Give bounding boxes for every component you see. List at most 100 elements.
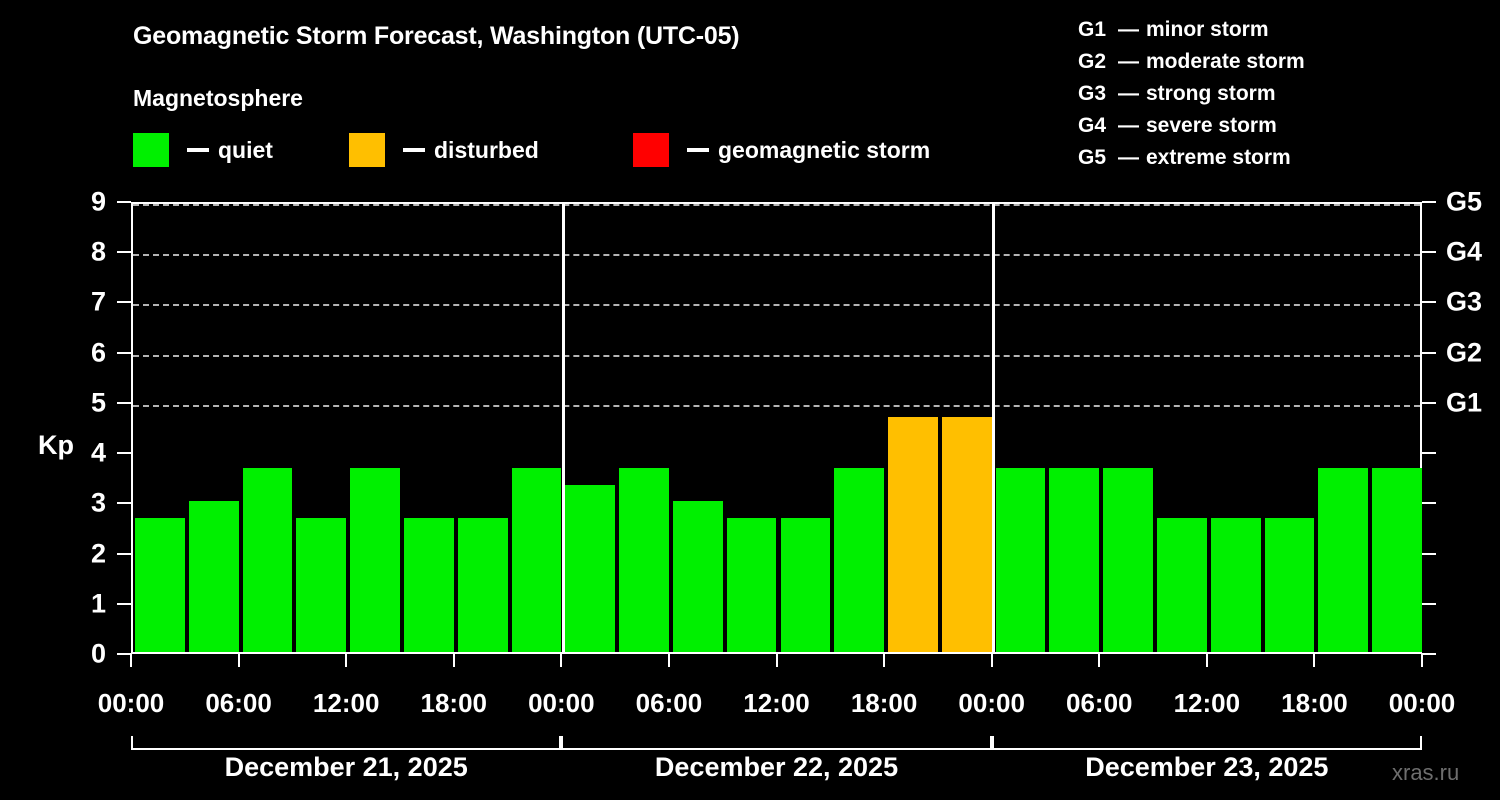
legend-label: disturbed [434, 136, 539, 163]
gridline-kp-7 [133, 304, 1420, 307]
g-scale-code: G1 [1078, 18, 1107, 41]
g-scale-separator: — [1118, 114, 1139, 137]
chart-subtitle: Magnetosphere [133, 85, 303, 111]
bar [565, 484, 616, 652]
x-tick-label: 06:00 [1066, 688, 1133, 718]
g-tick-label: G4 [1446, 236, 1483, 267]
y-tick-label: 6 [90, 337, 106, 368]
x-tick-label: 12:00 [1173, 688, 1241, 718]
g-minor-tick-mark [1422, 653, 1436, 655]
bar [672, 501, 723, 652]
plot-area [131, 202, 1422, 654]
bar [619, 467, 669, 652]
y-tick-mark [117, 251, 131, 254]
y-tick-mark [117, 552, 131, 555]
gridline-kp-8 [133, 254, 1420, 257]
x-tick-mark [1205, 654, 1208, 667]
bar [403, 517, 454, 652]
g-tick-label: G5 [1446, 186, 1483, 217]
x-tick-label: 00:00 [958, 688, 1025, 718]
y-tick-mark [117, 452, 131, 455]
g-scale-code: G2 [1078, 50, 1107, 73]
bar [1210, 517, 1261, 652]
bar [242, 467, 293, 652]
bar [457, 517, 508, 652]
legend-label: quiet [218, 136, 273, 163]
bar [1372, 467, 1422, 652]
gridline-kp-9 [133, 204, 1420, 206]
bar [1103, 467, 1154, 652]
gridline-kp-6 [133, 354, 1420, 357]
g-tick-label: G3 [1446, 286, 1483, 317]
y-tick-mark [117, 201, 131, 203]
y-tick-label: 9 [90, 186, 106, 217]
g-scale-row-g5: G5 — extreme storm [1078, 142, 1305, 174]
y-tick-label: 5 [90, 387, 106, 418]
g-minor-tick-mark [1422, 452, 1436, 455]
x-tick-label: 12:00 [312, 688, 380, 718]
g-scale-description: strong storm [1146, 82, 1276, 105]
legend-item-2: geomagnetic storm [633, 133, 930, 167]
green-swatch [133, 133, 169, 167]
x-tick-label: 06:00 [635, 688, 703, 718]
bar-series [133, 204, 1422, 652]
g-scale-description: extreme storm [1146, 146, 1291, 169]
watermark: xras.ru [1392, 760, 1460, 785]
y-tick-mark [117, 602, 131, 605]
date-label: December 22, 2025 [654, 752, 899, 782]
legend-item-0: quiet [133, 133, 273, 167]
g-tick-mark [1422, 251, 1436, 254]
x-tick-mark [452, 654, 455, 667]
g-minor-tick-mark [1422, 502, 1436, 505]
g-tick-label: G2 [1446, 337, 1483, 368]
bar [941, 417, 992, 652]
g-scale-code: G3 [1078, 82, 1107, 105]
bar [780, 517, 831, 652]
g-scale-description: severe storm [1146, 114, 1277, 137]
g-tick-mark [1422, 301, 1436, 304]
page-title: Geomagnetic Storm Forecast, Washington (… [133, 22, 740, 50]
x-tick-mark [1421, 654, 1423, 667]
x-tick-label: 18:00 [850, 688, 918, 718]
g-scale-separator: — [1118, 82, 1139, 105]
bar [1049, 467, 1100, 652]
legend-dash-icon [187, 148, 209, 152]
bar [995, 467, 1046, 652]
legend-dash-icon [403, 148, 425, 152]
legend-dash-icon [687, 148, 709, 152]
g-scale-legend: G1 — minor storm G2 — moderate storm G3 — strong… [1078, 14, 1305, 174]
g-minor-tick-mark [1422, 602, 1436, 605]
legend-label: geomagnetic storm [718, 136, 931, 163]
g-scale-separator: — [1118, 146, 1139, 169]
y-tick-label: 4 [90, 437, 106, 468]
g-minor-tick-mark [1422, 552, 1436, 555]
x-tick-mark [883, 654, 886, 667]
g-scale-row-g3: G3 — strong storm [1078, 78, 1305, 110]
g-scale-row-g1: G1 — minor storm [1078, 14, 1305, 46]
y-tick-label: 3 [90, 487, 106, 518]
x-tick-label: 18:00 [1281, 688, 1348, 718]
g-scale-code: G4 [1078, 114, 1107, 137]
g-tick-mark [1422, 351, 1436, 354]
bar [511, 467, 562, 652]
day-separator-2 [992, 204, 996, 652]
x-tick-mark [237, 654, 240, 667]
x-tick-label: 00:00 [1388, 688, 1456, 718]
g-scale-separator: — [1118, 50, 1139, 73]
x-tick-label: 18:00 [420, 688, 488, 718]
x-tick-mark [1098, 654, 1101, 667]
g-scale-description: moderate storm [1146, 50, 1305, 73]
x-tick-mark [667, 654, 670, 667]
g-tick-mark [1422, 401, 1436, 404]
red-swatch [633, 133, 669, 167]
orange-swatch [349, 133, 385, 167]
bar [296, 517, 347, 652]
x-tick-label: 00:00 [97, 688, 165, 718]
bar [834, 467, 885, 652]
legend-item-1: disturbed [349, 133, 539, 167]
g-tick-mark [1422, 201, 1436, 203]
bar [1318, 467, 1369, 652]
y-tick-mark [117, 351, 131, 354]
date-label: December 21, 2025 [224, 752, 468, 782]
